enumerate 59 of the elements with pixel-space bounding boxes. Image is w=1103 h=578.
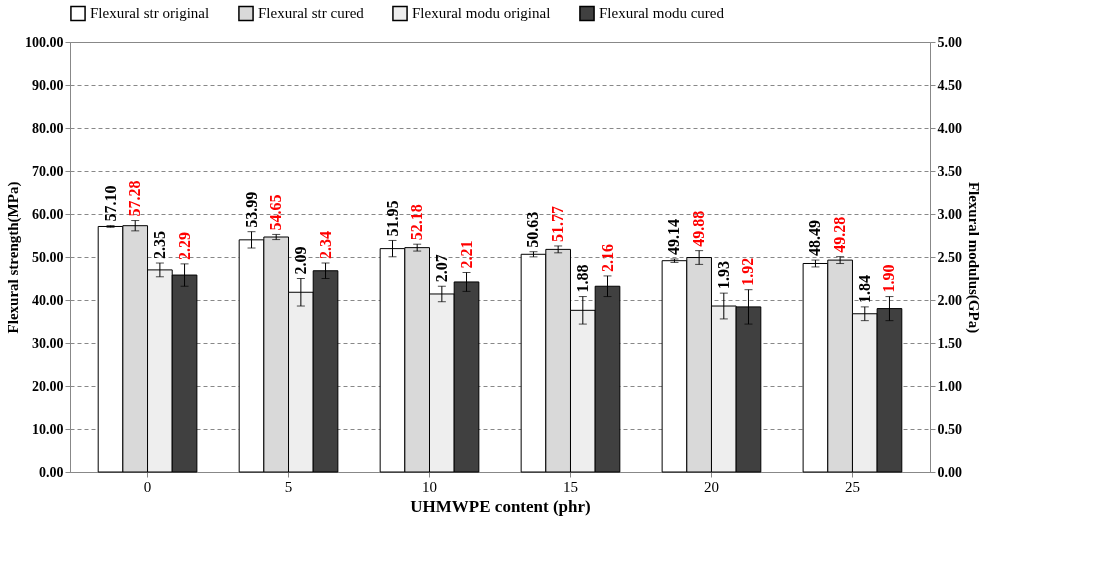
- x-tick-label: 25: [844, 478, 860, 495]
- data-label: 2.35: [150, 231, 168, 260]
- y2-tick-label: 1.50: [937, 335, 962, 351]
- data-label: 2.09: [291, 246, 309, 275]
- y2-tick-label: 5.00: [937, 34, 962, 50]
- y-tick-label: 70.00: [32, 163, 64, 179]
- x-tick-label: 0: [143, 478, 152, 495]
- y-tick-label: 10.00: [32, 421, 64, 437]
- y-tick-label: 40.00: [32, 292, 64, 308]
- data-label: 49.88: [690, 210, 708, 247]
- y2-tick-label: 2.00: [937, 292, 962, 308]
- y-tick-label: 50.00: [32, 249, 64, 265]
- y2-axis-title: Flexural modulus(GPa): [965, 181, 982, 334]
- y2-tick-label: 2.50: [937, 249, 962, 265]
- data-label: 49.14: [665, 218, 683, 255]
- data-label: 1.93: [714, 261, 732, 290]
- legend-label: Flexural str cured: [258, 5, 365, 22]
- data-label: 1.92: [739, 257, 757, 286]
- y-tick-label: 80.00: [32, 120, 64, 136]
- data-label: 51.77: [549, 205, 567, 242]
- y-tick-label: 100.00: [25, 34, 64, 50]
- y-axis-title: Flexural strength(MPa): [5, 181, 22, 334]
- data-label: 2.21: [457, 240, 475, 269]
- data-label: 1.84: [855, 274, 873, 303]
- x-tick-label: 10: [422, 478, 438, 495]
- data-label: 1.88: [573, 264, 591, 293]
- data-label: 53.99: [242, 191, 260, 228]
- x-tick-label: 20: [703, 478, 719, 495]
- data-label: 48.49: [806, 220, 824, 257]
- data-label: 2.29: [175, 231, 193, 260]
- y-tick-label: 90.00: [32, 77, 64, 93]
- y2-tick-label: 0.00: [937, 464, 962, 480]
- legend-label: Flexural modu cured: [599, 5, 725, 22]
- legend-label: Flexural str original: [90, 5, 210, 22]
- data-label: 2.07: [432, 254, 450, 283]
- y2-tick-label: 3.50: [937, 163, 962, 179]
- data-label: 51.95: [383, 200, 401, 237]
- data-label: 54.65: [267, 194, 285, 231]
- y2-tick-label: 4.00: [937, 120, 962, 136]
- data-label: 1.90: [880, 264, 898, 293]
- data-label: 50.63: [524, 211, 542, 248]
- y-tick-label: 30.00: [32, 335, 64, 351]
- y2-tick-label: 3.00: [937, 206, 962, 222]
- data-label: 57.28: [126, 180, 144, 217]
- data-label: 2.16: [598, 243, 616, 272]
- y2-tick-label: 4.50: [937, 77, 962, 93]
- data-label: 52.18: [408, 204, 426, 241]
- x-tick-label: 5: [284, 478, 293, 495]
- y2-tick-label: 1.00: [937, 378, 962, 394]
- y-tick-label: 60.00: [32, 206, 64, 222]
- data-label: 2.34: [316, 231, 334, 260]
- x-tick-label: 15: [562, 478, 578, 495]
- data-label: 57.10: [101, 185, 119, 222]
- y-tick-label: 20.00: [32, 378, 64, 394]
- y2-tick-label: 0.50: [937, 421, 962, 437]
- data-label: 49.28: [831, 216, 849, 253]
- legend-label: Flexural modu original: [412, 5, 551, 22]
- x-axis-title: UHMWPE content (phr): [410, 496, 591, 516]
- y-tick-label: 0.00: [39, 464, 64, 480]
